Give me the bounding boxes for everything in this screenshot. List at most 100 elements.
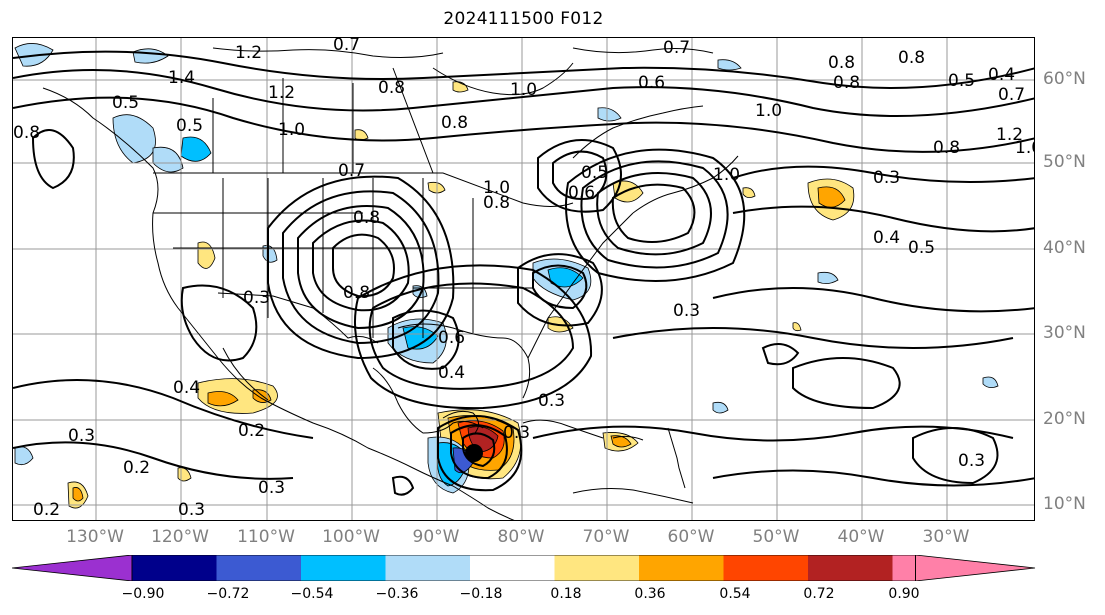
contour-north-2 xyxy=(13,96,1034,153)
contour-low-west-1 xyxy=(332,233,395,298)
contour-gulf-outer2 xyxy=(353,264,593,410)
contour-label: 0.8 xyxy=(898,48,925,68)
patch-yellow-ca xyxy=(197,241,216,269)
patch-blue-can xyxy=(597,107,622,122)
lat-label: 50°N xyxy=(1043,152,1086,172)
contour-atl-2 xyxy=(732,205,1034,233)
map-svg: 1.2 0.7 1.4 1.2 0.8 1.0 0.7 0.6 0.8 0.8 … xyxy=(13,38,1034,520)
lon-label: 110°W xyxy=(237,527,295,547)
lon-label: 80°W xyxy=(497,527,545,547)
contour-low-neast-1 xyxy=(552,150,608,200)
contour-label: 0.3 xyxy=(243,288,270,308)
chart-title: 2024111500 F012 xyxy=(443,9,604,29)
contour-label: 0.8 xyxy=(378,78,405,98)
contour-low-west-5 xyxy=(267,175,455,360)
patch-orange-atl xyxy=(817,186,846,208)
colorbar-tick: 0.54 xyxy=(719,586,751,602)
coast-baja xyxy=(222,347,269,401)
contour-low-east-3 xyxy=(580,160,729,269)
colorbar-bin xyxy=(892,555,916,581)
contour-pacific-low xyxy=(31,129,75,190)
patch-blue-gr xyxy=(717,59,742,71)
contour-low-east-1 xyxy=(611,183,696,243)
contour-label: 1.4 xyxy=(168,68,195,88)
contour-label: 0.5 xyxy=(908,238,935,258)
colorbar-tick: 0.36 xyxy=(634,586,666,602)
patch-blue-pac xyxy=(14,446,34,466)
contour-label: 0.3 xyxy=(258,478,285,498)
lat-label: 30°N xyxy=(1043,323,1086,343)
patch-blue-nw2 xyxy=(132,48,169,64)
colorbar-tick: 0.90 xyxy=(888,586,920,602)
colorbar-bin xyxy=(808,555,893,581)
lon-label: 30°W xyxy=(922,527,970,547)
contour-label: 0.5 xyxy=(581,163,608,183)
patch-yellow-atl5 xyxy=(792,322,802,332)
contour-label: 0.5 xyxy=(112,93,139,113)
contour-label: 1.2 xyxy=(996,125,1023,145)
storm-center-marker xyxy=(465,444,483,462)
contour-south-4 xyxy=(712,469,1034,487)
contour-low-west-4 xyxy=(282,190,440,345)
coast-central-am xyxy=(452,485,515,520)
contour-label: 0.7 xyxy=(663,38,690,58)
patch-blue-atl3 xyxy=(712,401,729,414)
lon-label: 130°W xyxy=(66,527,124,547)
contour-north-1 xyxy=(13,69,1034,117)
contour-label: 0.2 xyxy=(33,500,60,520)
coast-atlantic-us xyxy=(527,212,634,359)
contour-label: 0.8 xyxy=(483,193,510,213)
patch-blue-atl2 xyxy=(817,271,839,284)
contour-label: 0.3 xyxy=(538,391,565,411)
contour-low-west-2 xyxy=(312,219,410,312)
lon-label: 120°W xyxy=(151,527,209,547)
contour-label: 0.5 xyxy=(948,71,975,91)
contour-label: 0.8 xyxy=(833,73,860,93)
colorbar-bin xyxy=(301,555,386,581)
contour-low-neast-2 xyxy=(537,139,622,213)
patch-yellow-ab xyxy=(354,129,369,141)
contour-label: 0.6 xyxy=(568,183,595,203)
colorbar-tick: −0.36 xyxy=(375,586,419,602)
contour-label: 0.7 xyxy=(998,85,1025,105)
lon-label: 100°W xyxy=(322,527,380,547)
contour-small-1 xyxy=(391,475,415,496)
coast-yucatan xyxy=(442,410,479,434)
colorbar xyxy=(12,555,1036,581)
lon-label: 40°W xyxy=(837,527,885,547)
contour-atl-high xyxy=(792,357,901,410)
coast-cuba xyxy=(522,419,604,439)
contour-label: 0.2 xyxy=(123,458,150,478)
contour-carib-3 xyxy=(437,415,523,492)
contour-label: 0.8 xyxy=(828,53,855,73)
colorbar-tick: −0.72 xyxy=(206,586,250,602)
lat-label: 20°N xyxy=(1043,409,1086,429)
patch-orange-pr xyxy=(610,435,632,448)
contour-label: 0.8 xyxy=(353,208,380,228)
contour-label: 1.0 xyxy=(483,178,510,198)
coast-venezuela xyxy=(572,488,694,504)
contour-label: 1.2 xyxy=(235,43,262,63)
colorbar-bin xyxy=(132,555,217,581)
patch-blue-bc2 xyxy=(152,146,184,173)
colorbar-bin xyxy=(554,555,639,581)
contour-label: 0.7 xyxy=(333,38,360,55)
colorbar-bin xyxy=(723,555,808,581)
lat-lon-gridlines xyxy=(13,38,1034,520)
contour-low-se-2 xyxy=(517,253,603,327)
colorbar-tick: 0.72 xyxy=(803,586,835,602)
contour-label: 0.7 xyxy=(338,161,365,181)
contour-label: 1.0 xyxy=(278,120,305,140)
contour-label: 0.4 xyxy=(173,378,200,398)
patch-blue-atl4 xyxy=(982,376,999,388)
contour-south-3 xyxy=(532,425,1014,442)
colorbar-bin xyxy=(639,555,724,581)
contour-label: 0.8 xyxy=(343,283,370,303)
colorbar-tick: −0.90 xyxy=(121,586,165,602)
colorbar-extend-low xyxy=(12,555,133,581)
coast-arctic xyxy=(212,47,714,58)
contour-label: 0.3 xyxy=(178,500,205,520)
patch-blue-nc xyxy=(742,187,756,198)
contour-south-2 xyxy=(13,441,294,480)
contour-atl-4 xyxy=(612,327,1014,349)
